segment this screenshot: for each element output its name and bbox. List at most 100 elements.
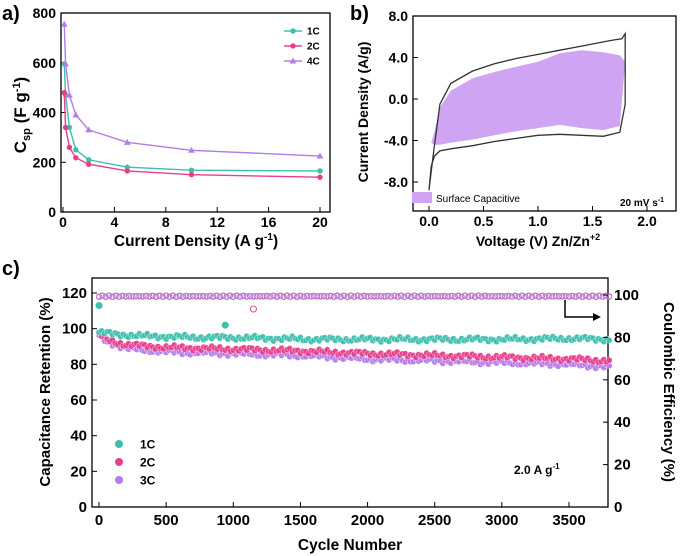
y-tick-label: 4.0: [389, 50, 409, 66]
efficiency-point-3C: [519, 293, 526, 300]
left-y-tick-label: 80: [70, 356, 87, 373]
left-y-tick-label: 60: [70, 392, 87, 409]
efficiency-point-3C: [458, 294, 465, 301]
x-tick-label: 2500: [418, 512, 451, 529]
y-tick-label: 8.0: [389, 8, 409, 24]
efficiency-point-3C: [542, 294, 549, 301]
efficiency-point-3C: [304, 293, 311, 300]
efficiency-point-3C: [351, 294, 358, 301]
efficiency-point-3C: [341, 293, 348, 300]
efficiency-point-3C: [273, 294, 280, 301]
efficiency-point-3C: [371, 293, 378, 300]
panel-a-frame: [60, 12, 331, 213]
efficiency-point-3C: [549, 293, 556, 300]
efficiency-point-3C: [471, 294, 478, 301]
right-y-tick-label: 20: [614, 457, 631, 474]
efficiency-axis-arrow: [564, 300, 601, 321]
efficiency-point-3C: [435, 293, 442, 300]
legend-label-4C: 4C: [307, 57, 320, 68]
right-y-tick-label: 40: [614, 414, 631, 431]
efficiency-point-3C: [294, 294, 301, 301]
efficiency-point-3C: [334, 293, 341, 300]
efficiency-point-3C: [96, 294, 103, 301]
efficiency-point-3C: [404, 293, 411, 300]
efficiency-point-3C: [270, 293, 277, 300]
right-y-tick-label: 60: [614, 372, 631, 389]
scan-rate-annotation: 20 mV s-1: [620, 197, 664, 209]
data-point-4C: [62, 60, 69, 67]
panel-b-x-axis-label: Voltage (V) Zn/Zn+2: [476, 232, 600, 249]
efficiency-point-3C: [129, 293, 136, 300]
x-tick-label: 3000: [485, 512, 518, 529]
efficiency-point-3C: [438, 293, 445, 300]
efficiency-point-3C: [220, 293, 227, 300]
efficiency-point-3C: [424, 293, 431, 300]
data-point-2C: [66, 144, 73, 151]
panel-c-label: c): [2, 258, 20, 280]
efficiency-point-3C: [431, 293, 438, 300]
panel-c-series: [95, 292, 613, 372]
legend-label-2C: 2C: [307, 42, 320, 53]
surface-capacitive-area: [431, 50, 626, 145]
efficiency-point-3C: [112, 293, 119, 300]
efficiency-point-3C: [119, 293, 126, 300]
efficiency-point-3C: [508, 294, 515, 301]
efficiency-point-3C: [200, 293, 207, 300]
legend-label-2C: 2C: [140, 456, 156, 470]
panel-c-x-ticks: 0 500 1000 1500 2000 2500 3000 3500: [95, 502, 586, 529]
efficiency-point-3C: [337, 294, 344, 301]
right-y-tick-label: 0: [614, 499, 622, 516]
efficiency-point-3C: [408, 294, 415, 301]
right-y-tick-label: 100: [614, 287, 639, 304]
data-point-4C: [72, 111, 80, 118]
retention-outlier-1C: [95, 301, 103, 309]
efficiency-point-3C: [287, 294, 294, 301]
x-tick-label: 3500: [552, 512, 585, 529]
efficiency-point-3C: [465, 294, 472, 301]
efficiency-point-3C: [210, 294, 217, 301]
efficiency-point-3C: [344, 294, 351, 301]
efficiency-point-3C: [203, 293, 210, 300]
panel-c-right-y-axis-label: Coulombic Efficiency (%): [660, 302, 677, 482]
panel-a: a) 0 4 8 12 16 20 0 200 400 600 800 1C 2C 4C Curren…: [2, 3, 331, 250]
efficiency-point-3C: [189, 293, 196, 300]
efficiency-point-3C: [317, 293, 324, 300]
efficiency-point-3C: [448, 293, 455, 300]
efficiency-point-3C: [179, 294, 186, 301]
efficiency-point-3C: [250, 293, 257, 300]
y-tick-label: 200: [33, 154, 57, 170]
left-y-tick-label: 40: [70, 428, 87, 445]
efficiency-point-3C: [522, 294, 529, 301]
x-tick-label: 1.0: [528, 213, 548, 229]
legend-marker-2C: [115, 458, 123, 466]
efficiency-point-3C: [505, 293, 512, 300]
x-tick-label: 0.5: [474, 213, 494, 229]
x-tick-label: 20: [312, 214, 328, 230]
efficiency-point-3C: [512, 293, 519, 300]
y-tick-label: 400: [33, 105, 57, 121]
legend-marker-1C: [290, 28, 296, 34]
y-tick-label: -4.0: [384, 133, 408, 149]
efficiency-point-3C: [401, 294, 408, 301]
data-point-2C: [62, 124, 69, 131]
efficiency-point-3C: [586, 294, 593, 301]
efficiency-point-3C: [283, 293, 290, 300]
data-point-2C: [188, 171, 195, 178]
efficiency-point-3C: [116, 294, 123, 301]
efficiency-point-3C: [602, 293, 609, 300]
x-tick-label: 1500: [284, 512, 317, 529]
efficiency-point-3C: [478, 294, 485, 301]
efficiency-point-3C: [159, 294, 166, 301]
series-line-1C: [63, 63, 321, 172]
efficiency-point-3C: [226, 293, 233, 300]
efficiency-point-3C: [552, 293, 559, 300]
legend-label-3C: 3C: [140, 474, 156, 488]
efficiency-point-3C: [324, 293, 331, 300]
efficiency-point-3C: [596, 293, 603, 300]
efficiency-point-3C: [441, 293, 448, 300]
data-point-1C: [66, 124, 73, 131]
efficiency-point-3C: [361, 293, 368, 300]
efficiency-point-3C: [300, 294, 307, 301]
data-point-4C: [60, 20, 68, 27]
